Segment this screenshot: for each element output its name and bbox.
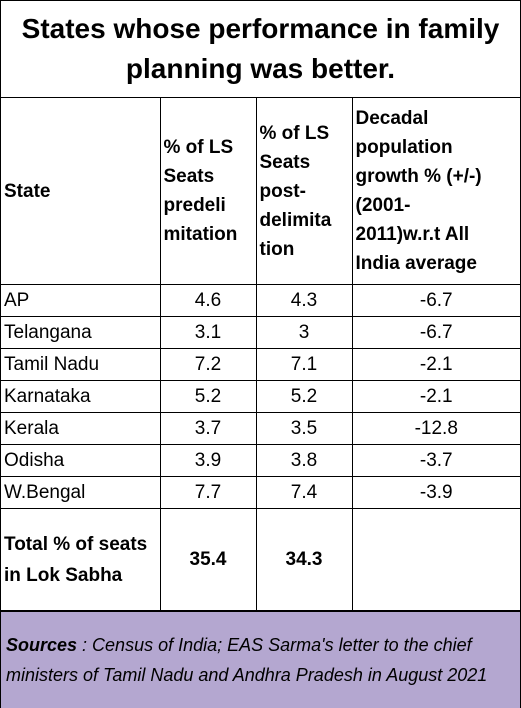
header-state: State (1, 98, 161, 285)
table-row: Odisha 3.9 3.8 -3.7 (1, 444, 520, 477)
state-cell: Tamil Nadu (1, 348, 161, 381)
state-cell: Odisha (1, 444, 161, 477)
header-pre-delimitation: % of LS Seats predeli mitation (159, 98, 257, 285)
pre-delimitation-cell: 5.2 (159, 380, 257, 413)
header-post-line: post- (259, 180, 306, 202)
header-post-line: % of LS (259, 122, 330, 144)
table-row: AP 4.6 4.3 -6.7 (1, 284, 520, 317)
state-cell: AP (1, 284, 161, 317)
pre-delimitation-cell: 3.9 (159, 444, 257, 477)
state-cell: Karnataka (1, 380, 161, 413)
header-pre-line: Seats (163, 166, 215, 187)
header-growth-line: 2011)w.r.t All (355, 224, 470, 245)
total-row: Total % of seats in Lok Sabha 35.4 34.3 (1, 508, 520, 611)
table-row: Tamil Nadu 7.2 7.1 -2.1 (1, 348, 520, 381)
header-pre-line: predeli (163, 195, 226, 216)
pre-delimitation-cell: 3.7 (159, 412, 257, 445)
state-cell: Telangana (1, 316, 161, 349)
post-delimitation-cell: 3.5 (255, 412, 353, 445)
post-delimitation-cell: 3 (255, 316, 353, 349)
total-growth (351, 508, 520, 611)
growth-cell: -2.1 (351, 348, 520, 381)
pre-delimitation-cell: 7.2 (159, 348, 257, 381)
table-row: Karnataka 5.2 5.2 -2.1 (1, 380, 520, 413)
post-delimitation-cell: 3.8 (255, 444, 353, 477)
header-row: State % of LS Seats predeli mitation % o… (1, 98, 520, 285)
header-post-line: tion (259, 238, 295, 260)
total-pre-delimitation: 35.4 (159, 508, 257, 611)
growth-cell: -6.7 (351, 316, 520, 349)
family-planning-table: State % of LS Seats predeli mitation % o… (1, 98, 520, 611)
table-row: Telangana 3.1 3 -6.7 (1, 316, 520, 349)
header-growth-line: Decadal (355, 108, 429, 129)
sources-note: Sources : Census of India; EAS Sarma's l… (1, 611, 520, 708)
table-row: Kerala 3.7 3.5 -12.8 (1, 412, 520, 445)
header-post-line: delimita (259, 209, 332, 231)
header-post-delimitation: % of LS Seats post- delimita tion (255, 98, 353, 285)
table-row: W.Bengal 7.7 7.4 -3.9 (1, 476, 520, 509)
growth-cell: -6.7 (351, 284, 520, 317)
growth-cell: -3.9 (351, 476, 520, 509)
sources-label: Sources (6, 635, 78, 655)
header-post-line: Seats (259, 151, 311, 173)
post-delimitation-cell: 7.1 (255, 348, 353, 381)
growth-cell: -12.8 (351, 412, 520, 445)
pre-delimitation-cell: 4.6 (159, 284, 257, 317)
sources-text-block: Sources : Census of India; EAS Sarma's l… (6, 630, 515, 690)
header-pre-line: mitation (163, 224, 238, 245)
total-label: Total % of seats in Lok Sabha (1, 508, 161, 611)
header-growth-line: (2001- (355, 195, 411, 216)
sources-text: : Census of India; EAS Sarma's letter to… (6, 635, 488, 685)
pre-delimitation-cell: 7.7 (159, 476, 257, 509)
state-cell: W.Bengal (1, 476, 161, 509)
growth-cell: -2.1 (351, 380, 520, 413)
header-growth-line: growth % (+/-) (355, 166, 482, 187)
table-title: States whose performance in family plann… (1, 1, 520, 98)
total-post-delimitation: 34.3 (255, 508, 353, 611)
state-cell: Kerala (1, 412, 161, 445)
post-delimitation-cell: 7.4 (255, 476, 353, 509)
growth-cell: -3.7 (351, 444, 520, 477)
header-growth-line: India average (355, 253, 477, 274)
post-delimitation-cell: 4.3 (255, 284, 353, 317)
header-population-growth: Decadal population growth % (+/-) (2001-… (351, 98, 520, 285)
header-pre-line: % of LS (163, 137, 234, 158)
post-delimitation-cell: 5.2 (255, 380, 353, 413)
header-growth-line: population (355, 137, 453, 158)
pre-delimitation-cell: 3.1 (159, 316, 257, 349)
